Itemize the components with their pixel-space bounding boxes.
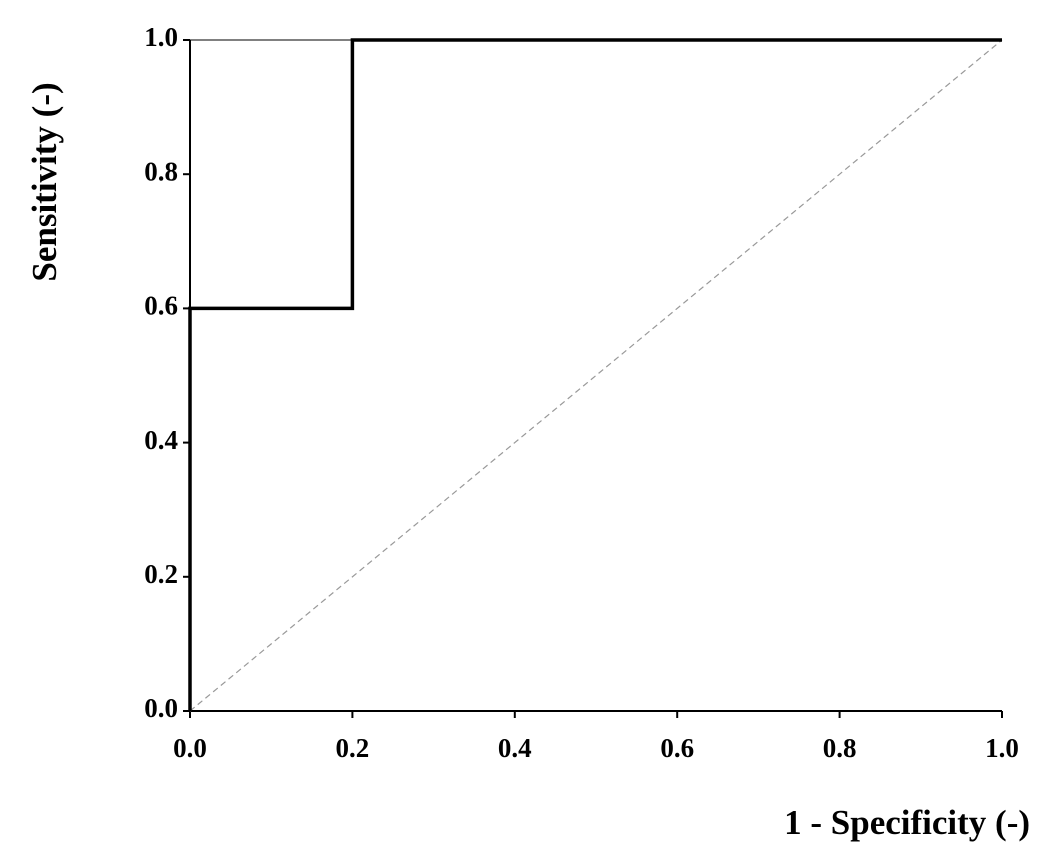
x-tick-label: 0.6 [660,733,694,763]
y-axis-title: Sensitivity (-) [25,82,64,281]
y-tick-label: 0.0 [144,693,178,723]
y-tick-label: 0.8 [144,156,178,186]
y-tick-label: 0.4 [144,425,178,455]
y-tick-label: 0.2 [144,559,178,589]
reference-line [189,39,1003,712]
x-tick-label: 0.0 [173,733,207,763]
x-tick-label: 1.0 [985,733,1019,763]
y-tick-label: 0.6 [144,291,178,321]
x-axis-title: 1 - Specificity (-) [784,803,1030,842]
x-tick-label: 0.4 [498,733,532,763]
x-tick-label: 0.2 [336,733,370,763]
roc-curve [188,38,1002,711]
x-tick-label: 0.8 [823,733,857,763]
y-tick-label: 1.0 [144,22,178,52]
